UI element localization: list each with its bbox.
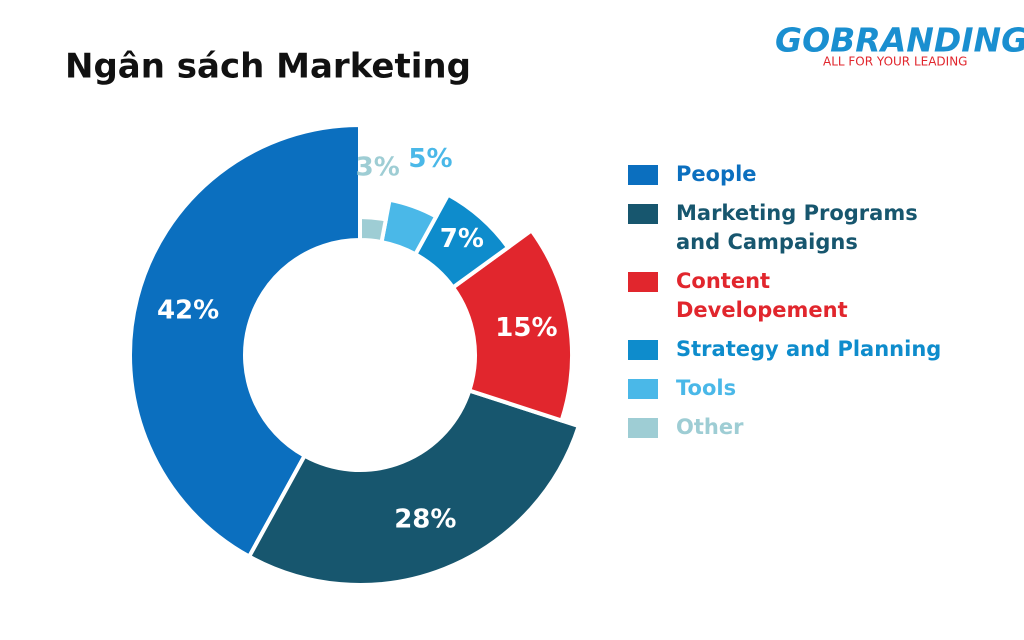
donut-slice — [246, 388, 582, 587]
donut-slice — [128, 122, 362, 560]
legend-item: People — [628, 160, 958, 189]
legend-item: Tools — [628, 374, 958, 403]
value-label: 5% — [408, 144, 452, 174]
legend-swatch — [628, 204, 658, 224]
value-label: 3% — [356, 152, 400, 182]
logo-name: GOBRANDING — [775, 21, 1024, 60]
logo-tagline: ALL FOR YOUR LEADING — [823, 55, 967, 69]
legend: People Marketing Programs and Campaigns Co… — [628, 160, 958, 452]
legend-swatch — [628, 165, 658, 185]
chart-title: Ngân sách Marketing — [65, 47, 471, 87]
value-label: 15% — [495, 313, 557, 343]
legend-swatch — [628, 340, 658, 360]
donut-slice — [412, 191, 511, 291]
legend-label: Content Developement — [676, 269, 848, 322]
value-label: 42% — [157, 295, 219, 325]
donut-slice — [450, 227, 574, 424]
legend-label: Marketing Programs and Campaigns — [676, 201, 918, 254]
legend-label: Tools — [676, 376, 737, 400]
legend-label: People — [676, 162, 757, 186]
legend-swatch — [628, 418, 658, 438]
value-label: 7% — [440, 224, 484, 254]
legend-item: Marketing Programs and Campaigns — [628, 199, 958, 257]
legend-swatch — [628, 272, 658, 292]
legend-label: Strategy and Planning — [676, 337, 942, 361]
legend-item: Other — [628, 413, 958, 442]
legend-swatch — [628, 379, 658, 399]
legend-label: Other — [676, 415, 744, 439]
donut-slice — [358, 214, 389, 245]
legend-item: Strategy and Planning — [628, 335, 958, 364]
legend-item: Content Developement — [628, 267, 958, 325]
value-label: 28% — [394, 505, 456, 535]
